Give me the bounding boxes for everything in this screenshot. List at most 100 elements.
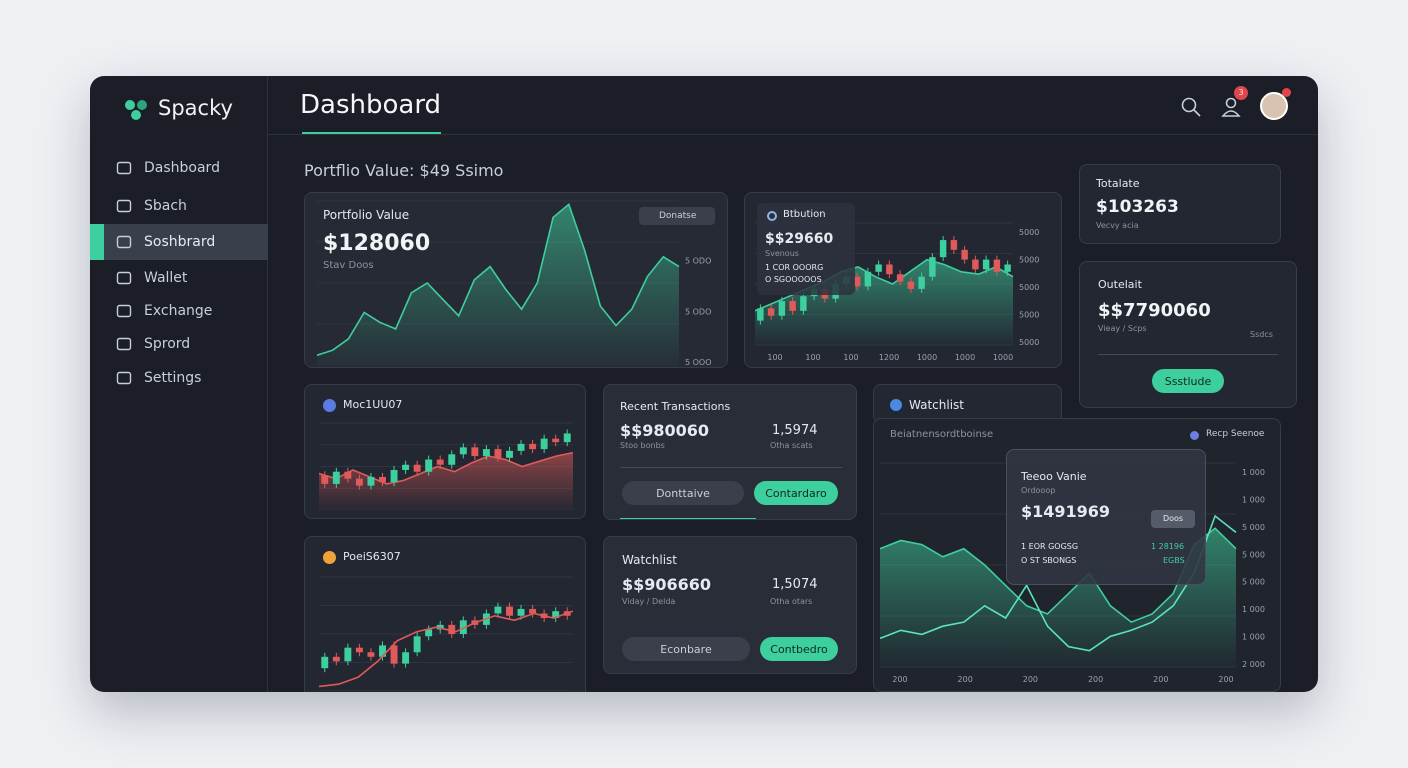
- tooltip-value2: 1 28196: [1151, 542, 1185, 551]
- tooltip: Teeoo Vanie Ordooop $1491969 Doos 1 EOR …: [1006, 449, 1206, 585]
- area-line: [319, 451, 573, 485]
- candle: [853, 276, 861, 287]
- candle: [982, 259, 990, 270]
- amount-sub: Otha otars: [770, 597, 813, 606]
- card-sub: Stoo bonbs: [620, 441, 665, 450]
- nav-icon: [116, 337, 132, 351]
- nav-item[interactable]: Wallet: [90, 260, 268, 296]
- candle: [321, 475, 329, 484]
- candle: [390, 469, 398, 483]
- totalate-card: Totalate $103263 Vecvy acia: [1079, 164, 1281, 244]
- nav-item[interactable]: Sbach: [90, 188, 268, 224]
- candle: [929, 257, 936, 277]
- x-axis-label: 1000: [955, 353, 975, 362]
- candle: [864, 271, 872, 287]
- button[interactable]: Contbedro: [760, 637, 838, 661]
- y-axis-label: 5 OOO: [685, 358, 712, 365]
- candle: [789, 301, 796, 311]
- brand: Spacky: [158, 96, 233, 120]
- y-axis-label: 2 000: [1242, 660, 1265, 669]
- button[interactable]: Ssstlude: [1152, 369, 1224, 393]
- page-title: Dashboard: [300, 90, 442, 120]
- card-title: Btbution: [783, 209, 826, 220]
- tooltip-sub: Ordooop: [1021, 486, 1056, 495]
- amount: 1,5074: [772, 577, 818, 592]
- candle: [379, 645, 386, 657]
- candle: [425, 459, 433, 472]
- card-title: Watchlist: [622, 553, 677, 567]
- candle: [344, 647, 352, 662]
- nav-item[interactable]: Dashboard: [90, 150, 268, 186]
- candle: [778, 301, 786, 316]
- candle: [494, 449, 502, 458]
- y-axis-label: 5 ODO: [685, 307, 711, 316]
- x-axis-label: 100: [805, 353, 820, 362]
- avatar[interactable]: [1260, 92, 1288, 120]
- candle: [459, 620, 467, 634]
- tooltip-value: $1491969: [1021, 502, 1111, 521]
- candle: [506, 450, 513, 458]
- card-value: $$980060: [620, 421, 710, 440]
- nav-item[interactable]: Sprord: [90, 326, 268, 362]
- nav-item[interactable]: Soshbrard: [90, 224, 268, 260]
- user-icon[interactable]: [1220, 96, 1242, 118]
- icon-shape: [116, 304, 132, 318]
- y-axis-label: 5000: [1019, 338, 1039, 347]
- legend-dot: [1190, 431, 1199, 440]
- candle: [413, 464, 421, 472]
- moc-chart: [319, 422, 573, 510]
- poel-chart: [319, 576, 573, 691]
- x-axis-label: 200: [958, 675, 973, 684]
- candle: [367, 652, 375, 657]
- candle: [1004, 264, 1011, 272]
- nav-icon: [116, 161, 132, 175]
- candle: [529, 608, 537, 614]
- moc-card: Moc1UU07: [304, 384, 586, 519]
- y-axis-label: 1 000: [1242, 605, 1265, 614]
- candle: [993, 259, 1001, 272]
- title-underline: [302, 132, 441, 135]
- candle: [563, 433, 571, 443]
- card-sub: Viday / Delda: [622, 597, 676, 606]
- candle: [332, 471, 340, 484]
- coin-icon: [890, 399, 902, 411]
- subtitle: Portflio Value: $49 Ssimo: [304, 161, 504, 180]
- button[interactable]: Econbare: [622, 637, 750, 661]
- avatar-dot: [1282, 88, 1291, 97]
- card-value: $128060: [323, 231, 431, 256]
- x-axis-label: 1000: [993, 353, 1013, 362]
- card-value: $$29660: [765, 231, 834, 247]
- button[interactable]: Donttaive: [622, 481, 744, 505]
- search-icon[interactable]: [1180, 96, 1202, 118]
- y-axis-label: 1 000: [1242, 633, 1265, 642]
- card-title: PoeiS6307: [343, 550, 401, 563]
- area: [319, 452, 573, 510]
- nav-item[interactable]: Exchange: [90, 293, 268, 329]
- card-title: Outelait: [1098, 278, 1142, 291]
- y-axis-label: 5000: [1019, 311, 1039, 320]
- y-axis-label: 5 000: [1242, 550, 1265, 559]
- candle: [552, 611, 560, 619]
- icon-shape: [116, 161, 132, 175]
- candle: [529, 443, 537, 450]
- dropdown[interactable]: Donatse: [639, 207, 715, 225]
- area: [755, 259, 1013, 345]
- nav-icon: [116, 304, 132, 318]
- candle: [767, 308, 775, 316]
- tooltip-line: 1 EOR GOGSG: [1021, 542, 1079, 551]
- chip: Doos: [1151, 510, 1195, 528]
- nav-label: Sbach: [144, 198, 187, 214]
- app-window: Spacky Dashboard Sbach Soshbrard Wallet Exch…: [90, 76, 1318, 692]
- candle: [939, 240, 947, 258]
- amount: 1,5974: [772, 423, 818, 438]
- x-axis-label: 100: [843, 353, 858, 362]
- card-title: Watchlist: [909, 398, 964, 412]
- candle: [402, 464, 410, 470]
- nav-item[interactable]: Settings: [90, 360, 268, 396]
- card-value: $$7790060: [1098, 300, 1211, 321]
- area: [317, 204, 679, 365]
- candle: [321, 656, 329, 669]
- button[interactable]: Contardaro: [754, 481, 838, 505]
- y-axis-label: 5000: [1019, 256, 1039, 265]
